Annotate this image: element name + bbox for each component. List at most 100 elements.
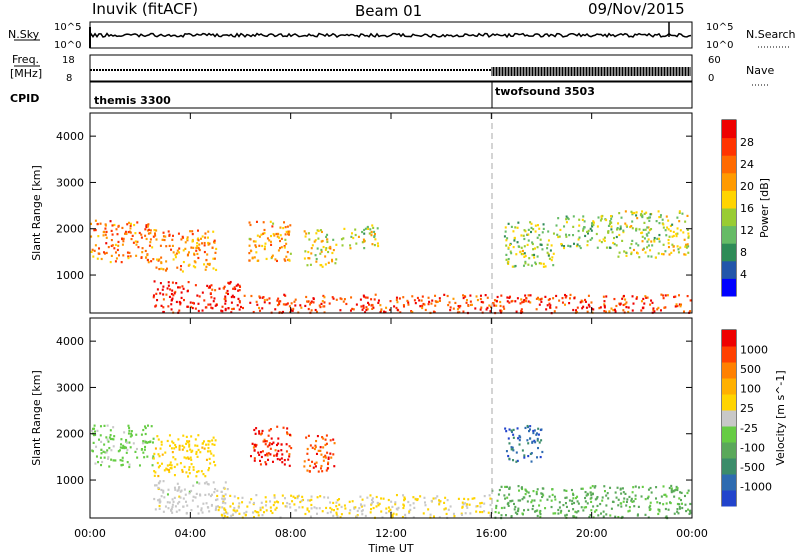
data-cell — [162, 285, 165, 288]
data-cell — [223, 507, 226, 510]
data-cell — [180, 238, 183, 241]
data-cell — [106, 424, 109, 427]
data-cell — [468, 503, 471, 506]
data-cell — [324, 454, 327, 457]
data-cell — [241, 501, 244, 504]
data-cell — [335, 513, 338, 516]
data-cell — [129, 435, 132, 438]
data-cell — [622, 309, 625, 312]
data-cell — [306, 452, 309, 455]
data-cell — [474, 307, 477, 310]
data-cell — [324, 263, 327, 266]
data-cell — [672, 249, 675, 252]
data-cell — [170, 303, 173, 306]
data-cell — [412, 496, 415, 499]
data-cell — [178, 309, 181, 312]
data-cell — [618, 251, 621, 254]
data-cell — [188, 440, 191, 443]
data-cell — [362, 304, 365, 307]
data-cell — [524, 300, 527, 303]
data-cell — [170, 507, 173, 510]
data-cell — [172, 500, 175, 503]
data-cell — [635, 211, 638, 214]
data-cell — [385, 511, 388, 515]
data-cell — [192, 484, 195, 487]
data-cell — [625, 254, 628, 257]
data-cell — [662, 253, 665, 256]
data-cell — [294, 298, 297, 301]
data-cell — [673, 295, 676, 299]
data-cell — [577, 510, 580, 513]
data-cell — [144, 426, 147, 430]
data-cell — [130, 434, 133, 437]
data-cell — [631, 227, 634, 230]
data-cell — [339, 297, 342, 300]
data-cell — [317, 237, 320, 240]
data-cell — [210, 284, 213, 287]
data-cell — [120, 464, 123, 467]
data-cell — [261, 450, 264, 453]
data-cell — [643, 302, 646, 305]
data-cell — [449, 505, 452, 508]
data-cell — [360, 305, 363, 308]
data-cell — [635, 227, 638, 230]
data-cell — [531, 242, 534, 246]
data-cell — [258, 306, 261, 310]
data-cell — [676, 227, 679, 230]
data-cell — [581, 487, 584, 490]
data-cell — [118, 254, 121, 257]
data-cell — [670, 489, 673, 492]
x-tick-label: 00:00 — [74, 527, 106, 540]
data-cell — [323, 296, 326, 299]
data-cell — [229, 505, 232, 508]
data-cell — [508, 296, 511, 299]
data-cell — [608, 246, 611, 249]
data-cell — [155, 484, 158, 487]
data-cell — [187, 251, 190, 254]
data-cell — [662, 297, 665, 300]
data-cell — [171, 505, 174, 509]
data-cell — [389, 300, 392, 303]
data-cell — [674, 295, 677, 298]
data-cell — [396, 308, 399, 312]
data-cell — [307, 250, 310, 254]
data-cell — [203, 447, 206, 450]
data-cell — [117, 244, 120, 247]
data-cell — [359, 495, 362, 498]
data-cell — [361, 308, 364, 311]
data-cell — [402, 296, 405, 299]
data-cell — [202, 473, 205, 476]
data-cell — [272, 503, 275, 507]
data-cell — [305, 232, 308, 235]
data-cell — [243, 294, 246, 297]
data-cell — [413, 506, 416, 509]
data-cell — [195, 450, 198, 454]
data-cell — [338, 498, 341, 501]
data-cell — [657, 512, 660, 516]
data-cell — [299, 304, 302, 307]
data-cell — [539, 298, 542, 301]
data-cell — [533, 429, 536, 432]
data-cell — [124, 232, 127, 235]
data-cell — [149, 238, 152, 241]
nave-tick-high: 60 — [708, 55, 721, 66]
data-cell — [124, 230, 127, 233]
data-cell — [316, 434, 319, 438]
data-cell — [673, 512, 676, 515]
data-cell — [157, 499, 160, 502]
data-cell — [631, 309, 634, 312]
data-cell — [553, 310, 556, 313]
data-cell — [499, 304, 502, 308]
data-cell — [273, 501, 276, 504]
data-cell — [176, 482, 179, 485]
data-cell — [530, 222, 533, 225]
velocity-colorbar-tick-label: 100 — [740, 383, 761, 396]
data-cell — [685, 243, 688, 246]
data-cell — [647, 238, 650, 241]
data-cell — [154, 234, 157, 237]
data-cell — [159, 282, 162, 285]
data-cell — [251, 511, 254, 514]
data-cell — [203, 241, 206, 245]
data-cell — [600, 240, 603, 244]
data-cell — [390, 500, 393, 503]
